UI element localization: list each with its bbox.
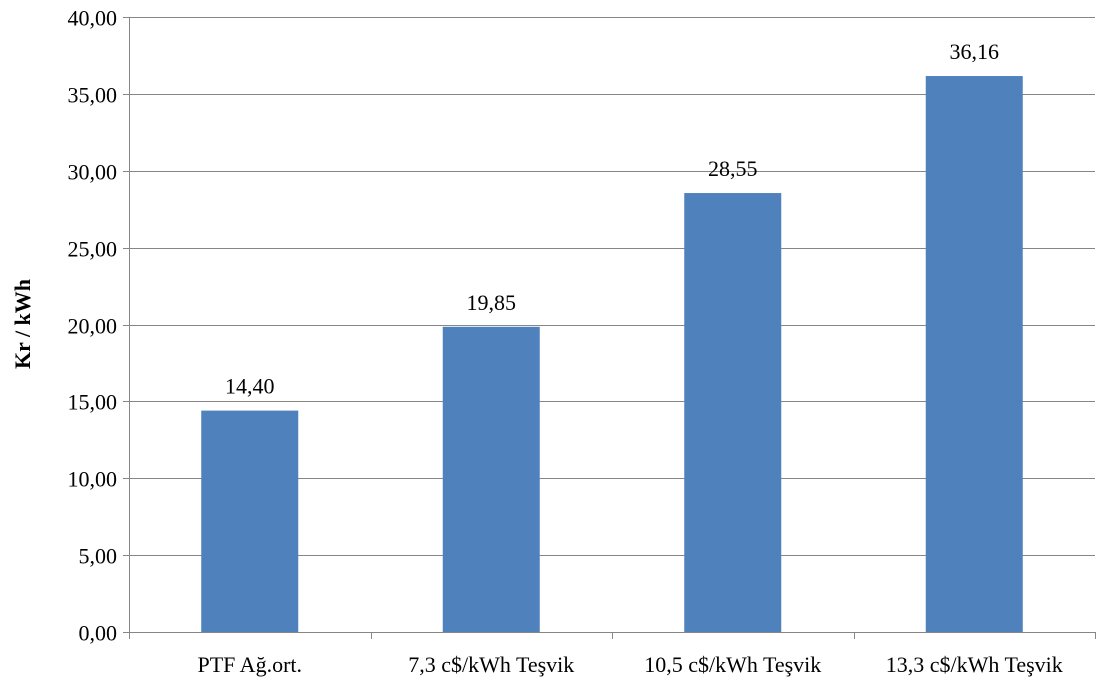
y-tick-label: 15,00 — [68, 390, 118, 415]
y-tick-label: 20,00 — [68, 314, 118, 339]
x-tick-label: 7,3 c$/kWh Teşvik — [408, 652, 574, 677]
y-tick-label: 10,00 — [68, 467, 118, 492]
bar — [684, 193, 782, 632]
x-tick-label: 10,5 c$/kWh Teşvik — [644, 652, 821, 677]
x-tick-label: PTF Ağ.ort. — [197, 652, 302, 677]
data-label: 36,16 — [950, 39, 1000, 64]
x-tick-label: 13,3 c$/kWh Teşvik — [886, 652, 1063, 677]
bars — [201, 76, 1023, 633]
y-tick-label: 5,00 — [79, 544, 118, 569]
y-tick-label: 30,00 — [68, 160, 118, 185]
bar — [201, 410, 299, 632]
axes — [123, 17, 1096, 639]
data-label: 28,55 — [708, 156, 758, 181]
data-label: 19,85 — [467, 290, 517, 315]
y-tick-label: 25,00 — [68, 237, 118, 262]
bar — [442, 326, 540, 632]
y-tick-label: 40,00 — [68, 6, 118, 31]
data-label: 14,40 — [225, 374, 275, 399]
bar — [925, 76, 1023, 633]
y-axis-title: Kr / kWh — [10, 279, 35, 369]
y-tick-label: 0,00 — [79, 621, 118, 646]
labels: 0,00 5,00 10,00 15,00 20,00 25,00 30,00 35,00 40… — [68, 6, 1063, 678]
y-tick-label: 35,00 — [68, 83, 118, 108]
